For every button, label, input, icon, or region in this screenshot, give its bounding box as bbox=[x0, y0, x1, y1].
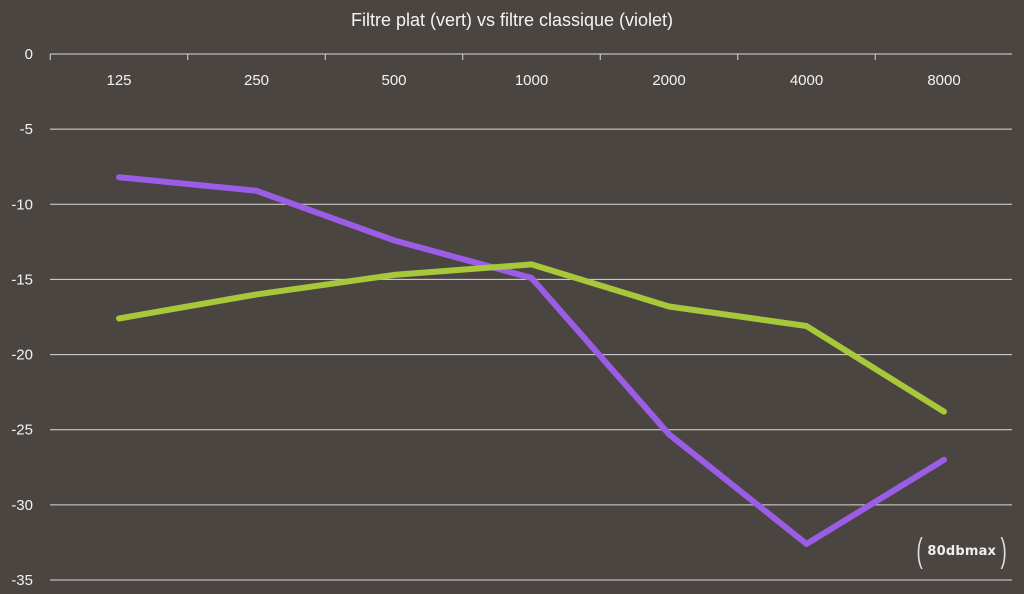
y-tick-label: -25 bbox=[11, 422, 33, 439]
series-line-1 bbox=[116, 261, 947, 415]
x-tick-label: 2000 bbox=[652, 72, 685, 89]
y-tick-label: -15 bbox=[11, 271, 33, 288]
y-tick-label: -30 bbox=[11, 497, 33, 514]
x-tick-label: 1000 bbox=[515, 72, 548, 89]
y-tick-label: -35 bbox=[11, 572, 33, 589]
watermark-text: 80dbmax bbox=[927, 543, 997, 559]
watermark-left-paren-icon: ( bbox=[916, 532, 923, 570]
y-tick-label: -10 bbox=[11, 196, 33, 213]
x-tick-label: 500 bbox=[381, 72, 406, 89]
watermark-logo: ( 80dbmax ) bbox=[914, 532, 1009, 570]
x-tick-label: 250 bbox=[244, 72, 269, 89]
watermark-right-paren-icon: ) bbox=[1000, 532, 1007, 570]
chart-title: Filtre plat (vert) vs filtre classique (… bbox=[350, 10, 674, 30]
x-tick-label: 125 bbox=[106, 72, 131, 89]
y-tick-label: -20 bbox=[11, 347, 33, 364]
y-tick-label: 0 bbox=[25, 46, 33, 63]
x-tick-label: 8000 bbox=[927, 72, 960, 89]
x-tick-label: 4000 bbox=[790, 72, 823, 89]
series-line-0 bbox=[116, 174, 947, 547]
y-tick-label: -5 bbox=[20, 121, 33, 138]
